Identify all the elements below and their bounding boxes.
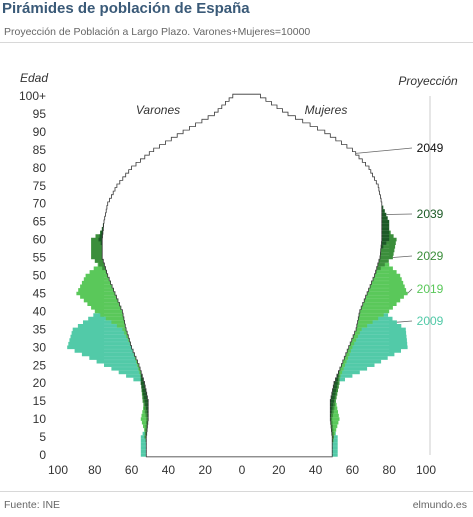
y-tick-label: 70 [33, 197, 47, 211]
x-tick-label: 0 [239, 463, 246, 477]
y-tick-label: 55 [33, 251, 47, 265]
x-tick-label: 60 [125, 463, 139, 477]
legend-label-2029: 2029 [417, 249, 444, 263]
y-tick-label: 95 [33, 107, 47, 121]
legend-label-2019: 2019 [417, 282, 444, 296]
y-axis-label: Edad [20, 71, 48, 85]
x-tick-label: 40 [309, 463, 323, 477]
x-tick-label: 80 [88, 463, 102, 477]
x-tick-label: 80 [383, 463, 397, 477]
y-tick-label: 80 [33, 161, 47, 175]
y-tick-label: 65 [33, 215, 47, 229]
male-side-label: Varones [136, 103, 180, 117]
header-divider [0, 42, 473, 43]
footer-divider [0, 491, 473, 492]
source-note: Fuente: INE [4, 499, 61, 511]
x-tick-label: 20 [199, 463, 213, 477]
legend-leader-2029 [392, 255, 413, 258]
y-tick-label: 0 [39, 448, 46, 462]
x-tick-label: 60 [346, 463, 360, 477]
publisher-brand: elmundo.es [412, 499, 467, 511]
legend-leader-2019 [407, 288, 413, 294]
legend-leader-2009 [396, 320, 413, 323]
y-tick-label: 20 [33, 376, 47, 390]
legend-label-2009: 2009 [417, 314, 444, 328]
x-tick-label: 20 [272, 463, 286, 477]
y-tick-label: 75 [33, 179, 47, 193]
series-2049-shape [101, 93, 383, 458]
y-tick-label: 10 [33, 412, 47, 426]
x-tick-label: 40 [162, 463, 176, 477]
y-tick-label: 60 [33, 233, 47, 247]
legend-leader-2049 [355, 147, 413, 154]
y-tick-label: 100+ [19, 89, 46, 103]
y-tick-label: 30 [33, 340, 47, 354]
y-tick-label: 85 [33, 143, 47, 157]
legend-label-2049: 2049 [417, 141, 444, 155]
y-tick-label: 90 [33, 125, 47, 139]
chart-title: Pirámides de población de España [2, 0, 250, 17]
female-side-label: Mujeres [305, 103, 348, 117]
x-tick-label: 100 [416, 463, 436, 477]
y-tick-label: 40 [33, 304, 47, 318]
x-tick-label: 100 [48, 463, 68, 477]
y-tick-label: 15 [33, 394, 47, 408]
y-tick-label: 45 [33, 286, 47, 300]
y-tick-label: 25 [33, 358, 47, 372]
legend-leader-2039 [386, 213, 413, 215]
chart-subtitle: Proyección de Población a Largo Plazo. V… [4, 26, 311, 38]
y-tick-label: 35 [33, 322, 47, 336]
legend-label-2039: 2039 [417, 207, 444, 221]
y-tick-label: 50 [33, 269, 47, 283]
legend-title: Proyección [398, 74, 458, 88]
y-tick-label: 5 [39, 430, 46, 444]
